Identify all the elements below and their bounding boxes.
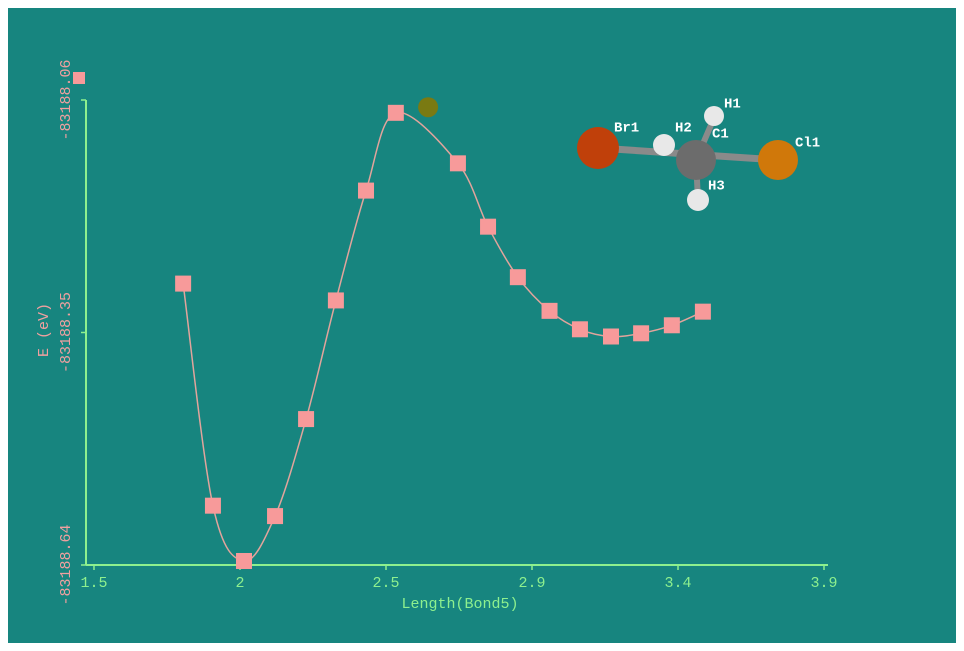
point xyxy=(542,303,558,319)
atom-cl xyxy=(758,140,798,180)
x-tick-label: 2.5 xyxy=(372,575,399,592)
chart: Length(Bond5) E (eV) Br1 H2 C1 H1 Cl1 H3… xyxy=(0,0,964,651)
point xyxy=(205,498,221,514)
point xyxy=(236,553,252,569)
atom-label: H3 xyxy=(708,179,725,195)
x-tick-label: 1.5 xyxy=(80,575,107,592)
atom-label: Br1 xyxy=(614,121,639,137)
x-tick-label: 2.9 xyxy=(518,575,545,592)
atom-label: H2 xyxy=(675,121,692,137)
y-tick-label: -83188.64 xyxy=(58,524,75,605)
point xyxy=(603,329,619,345)
x-axis-label: Length(Bond5) xyxy=(401,596,518,613)
plot-background xyxy=(8,8,956,643)
atom-h xyxy=(687,189,709,211)
atom-h xyxy=(704,106,724,126)
page: Length(Bond5) E (eV) Br1 H2 C1 H1 Cl1 H3… xyxy=(0,0,964,651)
point xyxy=(267,508,283,524)
y-tick-label: -83188.06 xyxy=(58,59,75,140)
point xyxy=(664,317,680,333)
current-point xyxy=(418,97,438,117)
y-axis-label: E (eV) xyxy=(36,303,53,357)
point xyxy=(298,411,314,427)
point xyxy=(450,155,466,171)
atom-h xyxy=(653,134,675,156)
atom-br xyxy=(577,127,619,169)
x-tick-label: 3.4 xyxy=(664,575,691,592)
point xyxy=(572,321,588,337)
point xyxy=(633,325,649,341)
atom-label: Cl1 xyxy=(795,136,820,152)
point xyxy=(510,269,526,285)
point xyxy=(175,276,191,292)
point xyxy=(695,304,711,320)
atom-c xyxy=(676,140,716,180)
point xyxy=(388,105,404,121)
point xyxy=(358,183,374,199)
y-tick-label: -83188.35 xyxy=(58,292,75,373)
x-tick-label: 3.9 xyxy=(810,575,837,592)
x-tick-label: 2 xyxy=(235,575,244,592)
atom-label: H1 xyxy=(724,97,741,113)
point xyxy=(480,219,496,235)
point xyxy=(328,292,344,308)
atom-label: C1 xyxy=(712,127,729,143)
